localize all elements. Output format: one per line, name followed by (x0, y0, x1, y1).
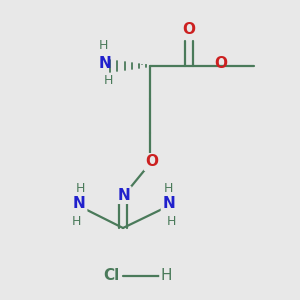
Text: ···: ··· (136, 58, 148, 72)
Text: H: H (163, 182, 173, 195)
Text: N: N (99, 56, 111, 70)
Text: H: H (72, 214, 81, 228)
Text: O: O (182, 22, 196, 38)
Text: Cl: Cl (103, 268, 119, 284)
Text: H: H (103, 74, 113, 87)
Text: N: N (162, 196, 175, 211)
Text: N: N (73, 196, 86, 211)
Text: H: H (76, 182, 85, 195)
Text: H: H (166, 214, 176, 228)
Text: N: N (118, 188, 130, 202)
Text: O: O (214, 56, 227, 71)
Text: O: O (145, 154, 158, 169)
Text: H: H (161, 268, 172, 284)
Text: H: H (99, 39, 108, 52)
